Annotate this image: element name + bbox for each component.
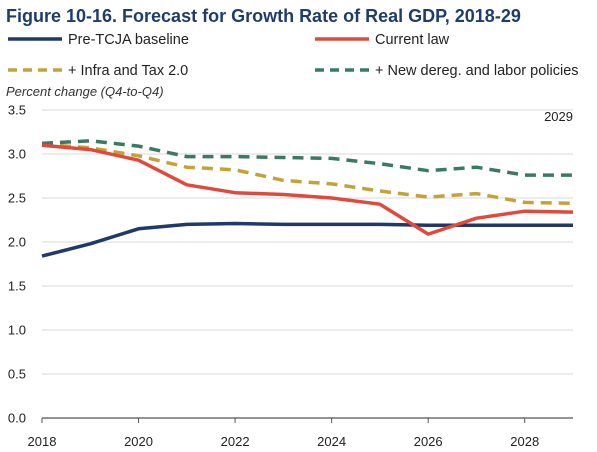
y-tick-label: 2.0 (8, 235, 26, 250)
series-line-current-law (41, 143, 574, 236)
x-tick-label: 2028 (510, 434, 539, 449)
legend-label-infra-tax: + Infra and Tax 2.0 (68, 63, 188, 79)
legend-label-pre-tcja-baseline: Pre-TCJA baseline (68, 32, 189, 48)
y-tick-label: 2.5 (8, 191, 26, 206)
series-line-pre-tcja-baseline (41, 221, 573, 258)
y-axis-label: Percent change (Q4-to-Q4) (6, 84, 164, 99)
legend-label-current-law: Current law (375, 32, 450, 48)
x-tick-label: 2018 (28, 434, 57, 449)
y-tick-label: 3.0 (8, 147, 26, 162)
y-tick-label: 1.5 (8, 279, 26, 294)
y-tick-label: 1.0 (8, 323, 26, 338)
chart-title: Figure 10-16. Forecast for Growth Rate o… (6, 6, 521, 26)
series-line-infra-and-tax-2-0 (41, 142, 574, 206)
series-lines (41, 139, 574, 258)
legend-label-new-dereg: + New dereg. and labor policies (375, 63, 579, 79)
x-tick-label: 2024 (317, 434, 346, 449)
legend: Pre-TCJA baseline Current law + Infra an… (8, 32, 579, 79)
gridlines (42, 109, 573, 419)
y-tick-label: 3.5 (8, 103, 26, 118)
y-tick-label: 0.5 (8, 367, 26, 382)
y-tick-labels: 0.0 0.5 1.0 1.5 2.0 2.5 3.0 3.5 (8, 103, 26, 426)
y-tick-label: 0.0 (8, 411, 26, 426)
x-tick-labels: 2018 2020 2022 2024 2026 2028 (28, 418, 539, 449)
year-annotation: 2029 (544, 109, 573, 124)
x-tick-label: 2022 (221, 434, 250, 449)
x-tick-label: 2020 (124, 434, 153, 449)
x-tick-label: 2026 (414, 434, 443, 449)
